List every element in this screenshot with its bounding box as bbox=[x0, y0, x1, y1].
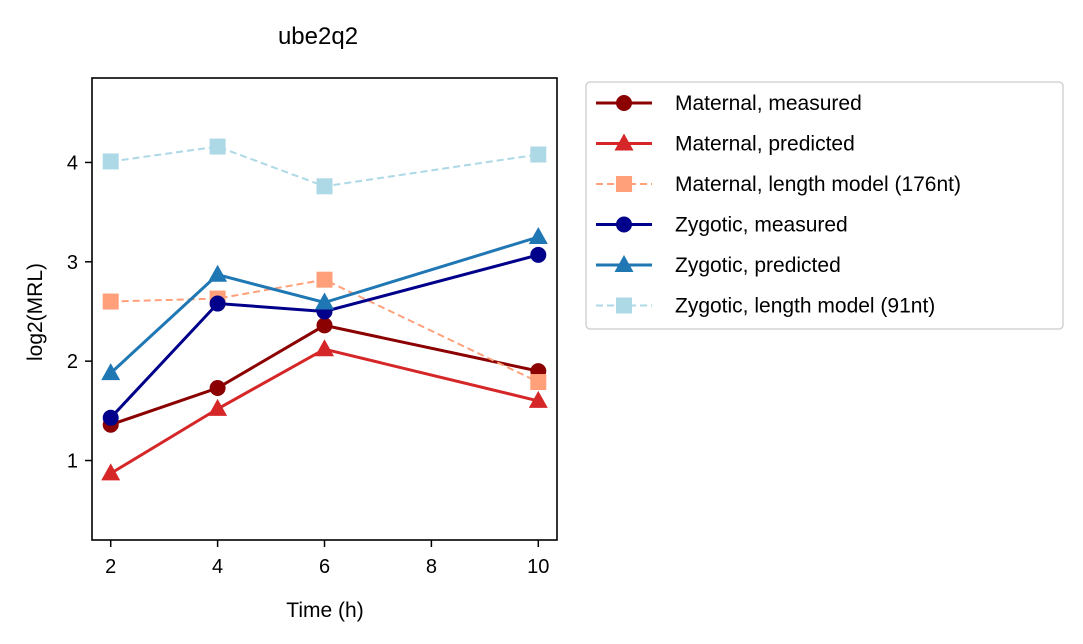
data-point-zygotic-length-model-91nt bbox=[102, 153, 119, 170]
legend: Maternal, measured Maternal, predicted Mat… bbox=[585, 81, 1064, 330]
series-line-zygotic-measured bbox=[109, 253, 539, 419]
data-point-zygotic-length-model-91nt bbox=[316, 178, 333, 195]
legend-label: Zygotic, length model (91nt) bbox=[675, 295, 935, 318]
chart-title: ube2q2 bbox=[278, 23, 358, 50]
legend-swatch-marker bbox=[616, 176, 632, 192]
data-point-maternal-predicted bbox=[315, 339, 334, 357]
legend-item-zygotic-predicted: Zygotic, predicted bbox=[596, 254, 841, 277]
series-line-zygotic-length-model-91nt bbox=[110, 145, 539, 188]
x-tick-label: 6 bbox=[319, 556, 330, 578]
data-point-maternal-predicted bbox=[528, 390, 548, 408]
plot-lines bbox=[101, 138, 548, 481]
series-line-maternal-length-model-176nt bbox=[110, 278, 539, 383]
legend-swatch-marker bbox=[616, 297, 632, 314]
legend-item-zygotic-measured: Zygotic, measured bbox=[596, 214, 848, 237]
legend-item-maternal-predicted: Maternal, predicted bbox=[596, 133, 855, 156]
legend-swatch-marker bbox=[616, 95, 632, 111]
data-point-zygotic-measured bbox=[530, 246, 547, 263]
data-point-zygotic-measured bbox=[209, 295, 226, 312]
legend-item-maternal-measured: Maternal, measured bbox=[596, 92, 862, 115]
legend-label: Maternal, length model (176nt) bbox=[675, 173, 961, 196]
x-tick-label: 8 bbox=[426, 556, 437, 578]
legend-item-maternal-length-model-176nt: Maternal, length model (176nt) bbox=[596, 173, 961, 196]
data-point-maternal-length-model-176nt bbox=[530, 374, 547, 391]
x-tick-label: 4 bbox=[212, 556, 223, 578]
data-point-zygotic-length-model-91nt bbox=[530, 146, 547, 163]
legend-swatch-marker bbox=[616, 216, 632, 233]
data-point-zygotic-predicted bbox=[208, 264, 228, 282]
x-axis: 2 4 6 8 10 bbox=[105, 540, 549, 578]
data-point-zygotic-length-model-91nt bbox=[209, 138, 226, 155]
series-zygotic-length-model-91nt bbox=[102, 138, 547, 195]
legend-label: Zygotic, predicted bbox=[675, 254, 841, 277]
y-axis: 1 2 3 4 bbox=[67, 152, 92, 473]
data-point-zygotic-predicted bbox=[528, 226, 548, 244]
legend-swatch-marker bbox=[614, 255, 634, 272]
series-maternal-measured bbox=[102, 317, 547, 433]
y-tick-label: 1 bbox=[67, 451, 78, 473]
legend-item-zygotic-length-model-91nt: Zygotic, length model (91nt) bbox=[596, 295, 935, 318]
data-point-maternal-measured bbox=[316, 317, 333, 334]
data-point-maternal-length-model-176nt bbox=[316, 271, 333, 288]
data-point-maternal-length-model-176nt bbox=[102, 293, 119, 310]
y-tick-label: 4 bbox=[67, 152, 78, 174]
legend-label: Zygotic, measured bbox=[675, 214, 848, 237]
data-point-zygotic-measured bbox=[102, 409, 119, 426]
series-line-maternal-measured bbox=[110, 323, 539, 427]
series-maternal-predicted bbox=[101, 339, 548, 481]
legend-frame bbox=[585, 81, 1064, 330]
data-point-zygotic-predicted bbox=[315, 292, 334, 310]
legend-label: Maternal, measured bbox=[675, 92, 862, 115]
y-tick-label: 2 bbox=[67, 351, 78, 373]
x-tick-label: 2 bbox=[105, 556, 116, 578]
y-axis-label: log2(MRL) bbox=[24, 263, 47, 361]
y-tick-label: 3 bbox=[67, 252, 78, 274]
legend-label: Maternal, predicted bbox=[675, 133, 855, 156]
data-point-maternal-predicted bbox=[101, 463, 121, 481]
x-axis-label: Time (h) bbox=[286, 599, 363, 622]
series-zygotic-predicted bbox=[101, 226, 548, 381]
data-point-zygotic-predicted bbox=[101, 363, 121, 381]
series-line-zygotic-predicted bbox=[109, 235, 539, 375]
x-tick-label: 10 bbox=[527, 556, 549, 578]
legend-swatch-marker bbox=[614, 133, 634, 151]
data-point-maternal-measured bbox=[209, 379, 226, 396]
data-point-maternal-predicted bbox=[208, 398, 228, 416]
series-line-maternal-predicted bbox=[109, 347, 539, 475]
